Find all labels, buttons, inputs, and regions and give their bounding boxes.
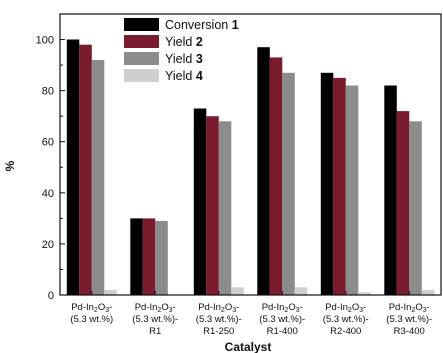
bar-conversion-1-cat-2 bbox=[130, 218, 143, 295]
bar-yield-3-cat-6 bbox=[409, 121, 422, 295]
y-tick-label: 40 bbox=[42, 188, 54, 200]
legend-label-3: Yield 3 bbox=[165, 52, 203, 66]
bar-yield-4-cat-6 bbox=[421, 289, 435, 295]
bar-yield-4-cat-5 bbox=[358, 292, 371, 295]
bar-conversion-1-cat-6 bbox=[384, 85, 397, 295]
y-tick-label: 60 bbox=[42, 137, 54, 149]
bar-conversion-1-cat-5 bbox=[320, 72, 334, 295]
x-tick-label-line3: R1-250 bbox=[203, 326, 234, 337]
bar-yield-3-cat-3 bbox=[218, 121, 232, 295]
bar-yield-4-cat-4 bbox=[294, 287, 308, 295]
bar-yield-4-cat-3 bbox=[231, 287, 244, 295]
bar-yield-4-cat-1 bbox=[104, 289, 117, 295]
x-tick-label-line3: R3-400 bbox=[394, 326, 425, 337]
bar-yield-2-cat-5 bbox=[333, 77, 346, 296]
x-tick-label-line3: R2-400 bbox=[330, 326, 361, 337]
x-tick-label-line2: (5.3 wt.%)- bbox=[196, 314, 242, 325]
x-tick-label-line1: Pd-In2O3- bbox=[135, 302, 176, 314]
bar-yield-3-cat-1 bbox=[91, 60, 105, 295]
y-tick-label: 80 bbox=[42, 86, 54, 98]
x-tick-label-line1: Pd-In2O3- bbox=[389, 302, 430, 314]
y-tick-label: 0 bbox=[48, 290, 54, 302]
x-tick-label-line2: (5.3 wt.%)- bbox=[132, 314, 178, 325]
x-tick-label-line1: Pd-In2O3- bbox=[198, 302, 239, 314]
x-tick-label-line2: (5.3 wt.%)- bbox=[259, 314, 305, 325]
bars-layer bbox=[66, 39, 435, 296]
bar-yield-2-cat-4 bbox=[269, 57, 283, 296]
x-tick-label-line2: (5.3 wt.%)- bbox=[386, 314, 432, 325]
bar-yield-3-cat-2 bbox=[155, 220, 168, 295]
legend-swatch-1 bbox=[124, 18, 159, 31]
bar-conversion-1-cat-1 bbox=[66, 39, 80, 295]
bar-yield-2-cat-3 bbox=[206, 116, 219, 295]
x-tick-label-line1: Pd-In2O3- bbox=[325, 302, 366, 314]
y-axis: 0 20 40 60 80 100 bbox=[36, 35, 65, 302]
x-tick-label-line2: (5.3 wt.%)- bbox=[323, 314, 369, 325]
bar-yield-2-cat-6 bbox=[396, 111, 410, 295]
bar-conversion-1-cat-4 bbox=[257, 47, 270, 296]
bar-yield-2-cat-1 bbox=[79, 44, 92, 296]
bar-yield-3-cat-5 bbox=[345, 85, 359, 295]
legend-label-2: Yield 2 bbox=[165, 35, 203, 49]
y-tick-label: 100 bbox=[36, 35, 54, 47]
legend-swatch-4 bbox=[124, 69, 159, 82]
legend-label-1: Conversion 1 bbox=[165, 18, 239, 32]
x-axis-title: Catalyst bbox=[225, 340, 272, 353]
bar-yield-3-cat-4 bbox=[282, 72, 295, 295]
y-tick-label: 20 bbox=[42, 239, 54, 251]
x-tick-label-line1: Pd-In2O3- bbox=[262, 302, 303, 314]
plot-frame bbox=[59, 13, 442, 296]
x-tick-label-line2: (5.3 wt.%) bbox=[70, 314, 113, 325]
legend: Conversion 1 Yield 2 Yield 3 Yield 4 bbox=[124, 18, 239, 83]
x-tick-label-line3: R1-400 bbox=[267, 326, 298, 337]
bar-yield-2-cat-2 bbox=[142, 218, 156, 295]
x-axis: Pd-In2O3-(5.3 wt.%)Pd-In2O3-(5.3 wt.%)-R… bbox=[70, 291, 432, 337]
legend-label-4: Yield 4 bbox=[165, 69, 203, 83]
x-tick-label-line1: Pd-In2O3- bbox=[71, 302, 112, 314]
bar-conversion-1-cat-3 bbox=[193, 108, 207, 295]
y-axis-title: % bbox=[3, 160, 17, 171]
x-tick-label-line3: R1 bbox=[149, 326, 161, 337]
legend-swatch-3 bbox=[124, 52, 159, 65]
legend-swatch-2 bbox=[124, 35, 159, 48]
